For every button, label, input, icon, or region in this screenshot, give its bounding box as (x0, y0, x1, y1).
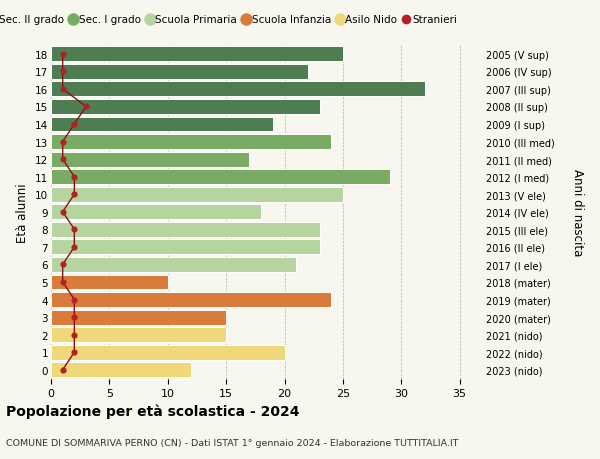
Y-axis label: Anni di nascita: Anni di nascita (571, 169, 584, 256)
Bar (51, 310, 226, 325)
Bar (51, 205, 261, 220)
Bar (51, 222, 320, 237)
Point (58, 68, 67, 76)
Bar (51, 65, 308, 79)
Point (70, 191, 79, 198)
Text: COMUNE DI SOMMARIVA PERNO (CN) - Dati ISTAT 1° gennaio 2024 - Elaborazione TUTTI: COMUNE DI SOMMARIVA PERNO (CN) - Dati IS… (6, 438, 458, 447)
Point (70, 296, 79, 303)
Bar (51, 327, 226, 342)
Bar (51, 82, 425, 97)
Point (70, 226, 79, 234)
Bar (51, 152, 250, 167)
Bar (51, 292, 331, 308)
Point (70, 244, 79, 251)
Bar (51, 275, 168, 290)
Bar (51, 117, 273, 132)
Y-axis label: Età alunni: Età alunni (16, 183, 29, 242)
Point (58, 366, 67, 374)
Bar (51, 240, 320, 255)
Point (70, 331, 79, 339)
Point (58, 208, 67, 216)
Point (58, 156, 67, 163)
Point (58, 279, 67, 286)
Point (58, 86, 67, 93)
Bar (51, 100, 320, 115)
Point (58, 261, 67, 269)
Bar (51, 187, 343, 202)
Bar (51, 345, 284, 360)
Bar (51, 47, 343, 62)
Point (81, 104, 91, 111)
Bar (51, 257, 296, 272)
Point (70, 313, 79, 321)
Point (58, 139, 67, 146)
Legend: Sec. II grado, Sec. I grado, Scuola Primaria, Scuola Infanzia, Asilo Nido, Stran: Sec. II grado, Sec. I grado, Scuola Prim… (0, 11, 461, 29)
Point (70, 121, 79, 129)
Bar (51, 135, 331, 150)
Bar (51, 363, 191, 377)
Point (58, 51, 67, 58)
Point (70, 349, 79, 356)
Text: Popolazione per età scolastica - 2024: Popolazione per età scolastica - 2024 (6, 404, 299, 419)
Bar (51, 170, 389, 185)
Point (70, 174, 79, 181)
